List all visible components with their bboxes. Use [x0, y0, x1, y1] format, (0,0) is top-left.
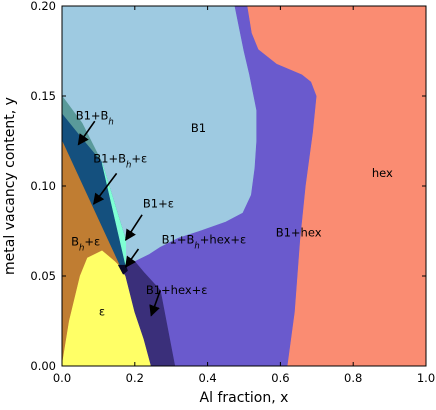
- arrow-3: [125, 214, 143, 241]
- phase-label-3: B1+hex: [276, 225, 322, 239]
- x-axis-ticks: 0.0 0.2 0.4 0.6 0.8 1.0: [53, 6, 435, 385]
- y-tick-label: 0.15: [30, 89, 56, 103]
- x-tick-label: 0.2: [126, 371, 144, 385]
- y-tick-label: 0.10: [30, 179, 56, 193]
- arrow-5: [149, 290, 162, 317]
- phase-label-2: hex: [372, 166, 393, 180]
- y-axis-ticks: 0.00 0.05 0.10 0.15 0.20: [30, 0, 426, 373]
- phase-label-6: B1+ε: [143, 197, 174, 211]
- x-axis-label: Al fraction, x: [200, 390, 289, 406]
- phase-label-10: ε: [99, 305, 105, 319]
- y-axis-label: metal vacancy content, y: [2, 97, 18, 275]
- y-tick-label: 0.00: [30, 359, 56, 373]
- arrow-1: [77, 120, 96, 146]
- phase-regions: [62, 6, 426, 366]
- region-b1-plus-eps: [101, 162, 126, 266]
- arrow-2: [92, 172, 118, 205]
- y-tick-label: 0.05: [30, 269, 56, 283]
- x-tick-label: 0.0: [53, 371, 71, 385]
- phase-label-1: B1: [191, 121, 206, 135]
- x-tick-label: 1.0: [417, 371, 435, 385]
- region-hex: [247, 6, 426, 366]
- phase-label-9: B1+hex+ε: [146, 283, 208, 297]
- y-tick-label: 0.20: [30, 0, 56, 13]
- x-tick-label: 0.4: [198, 371, 216, 385]
- arrow-4: [125, 248, 140, 268]
- phase-arrows: [77, 120, 162, 317]
- x-tick-label: 0.6: [271, 371, 289, 385]
- x-tick-label: 0.8: [344, 371, 362, 385]
